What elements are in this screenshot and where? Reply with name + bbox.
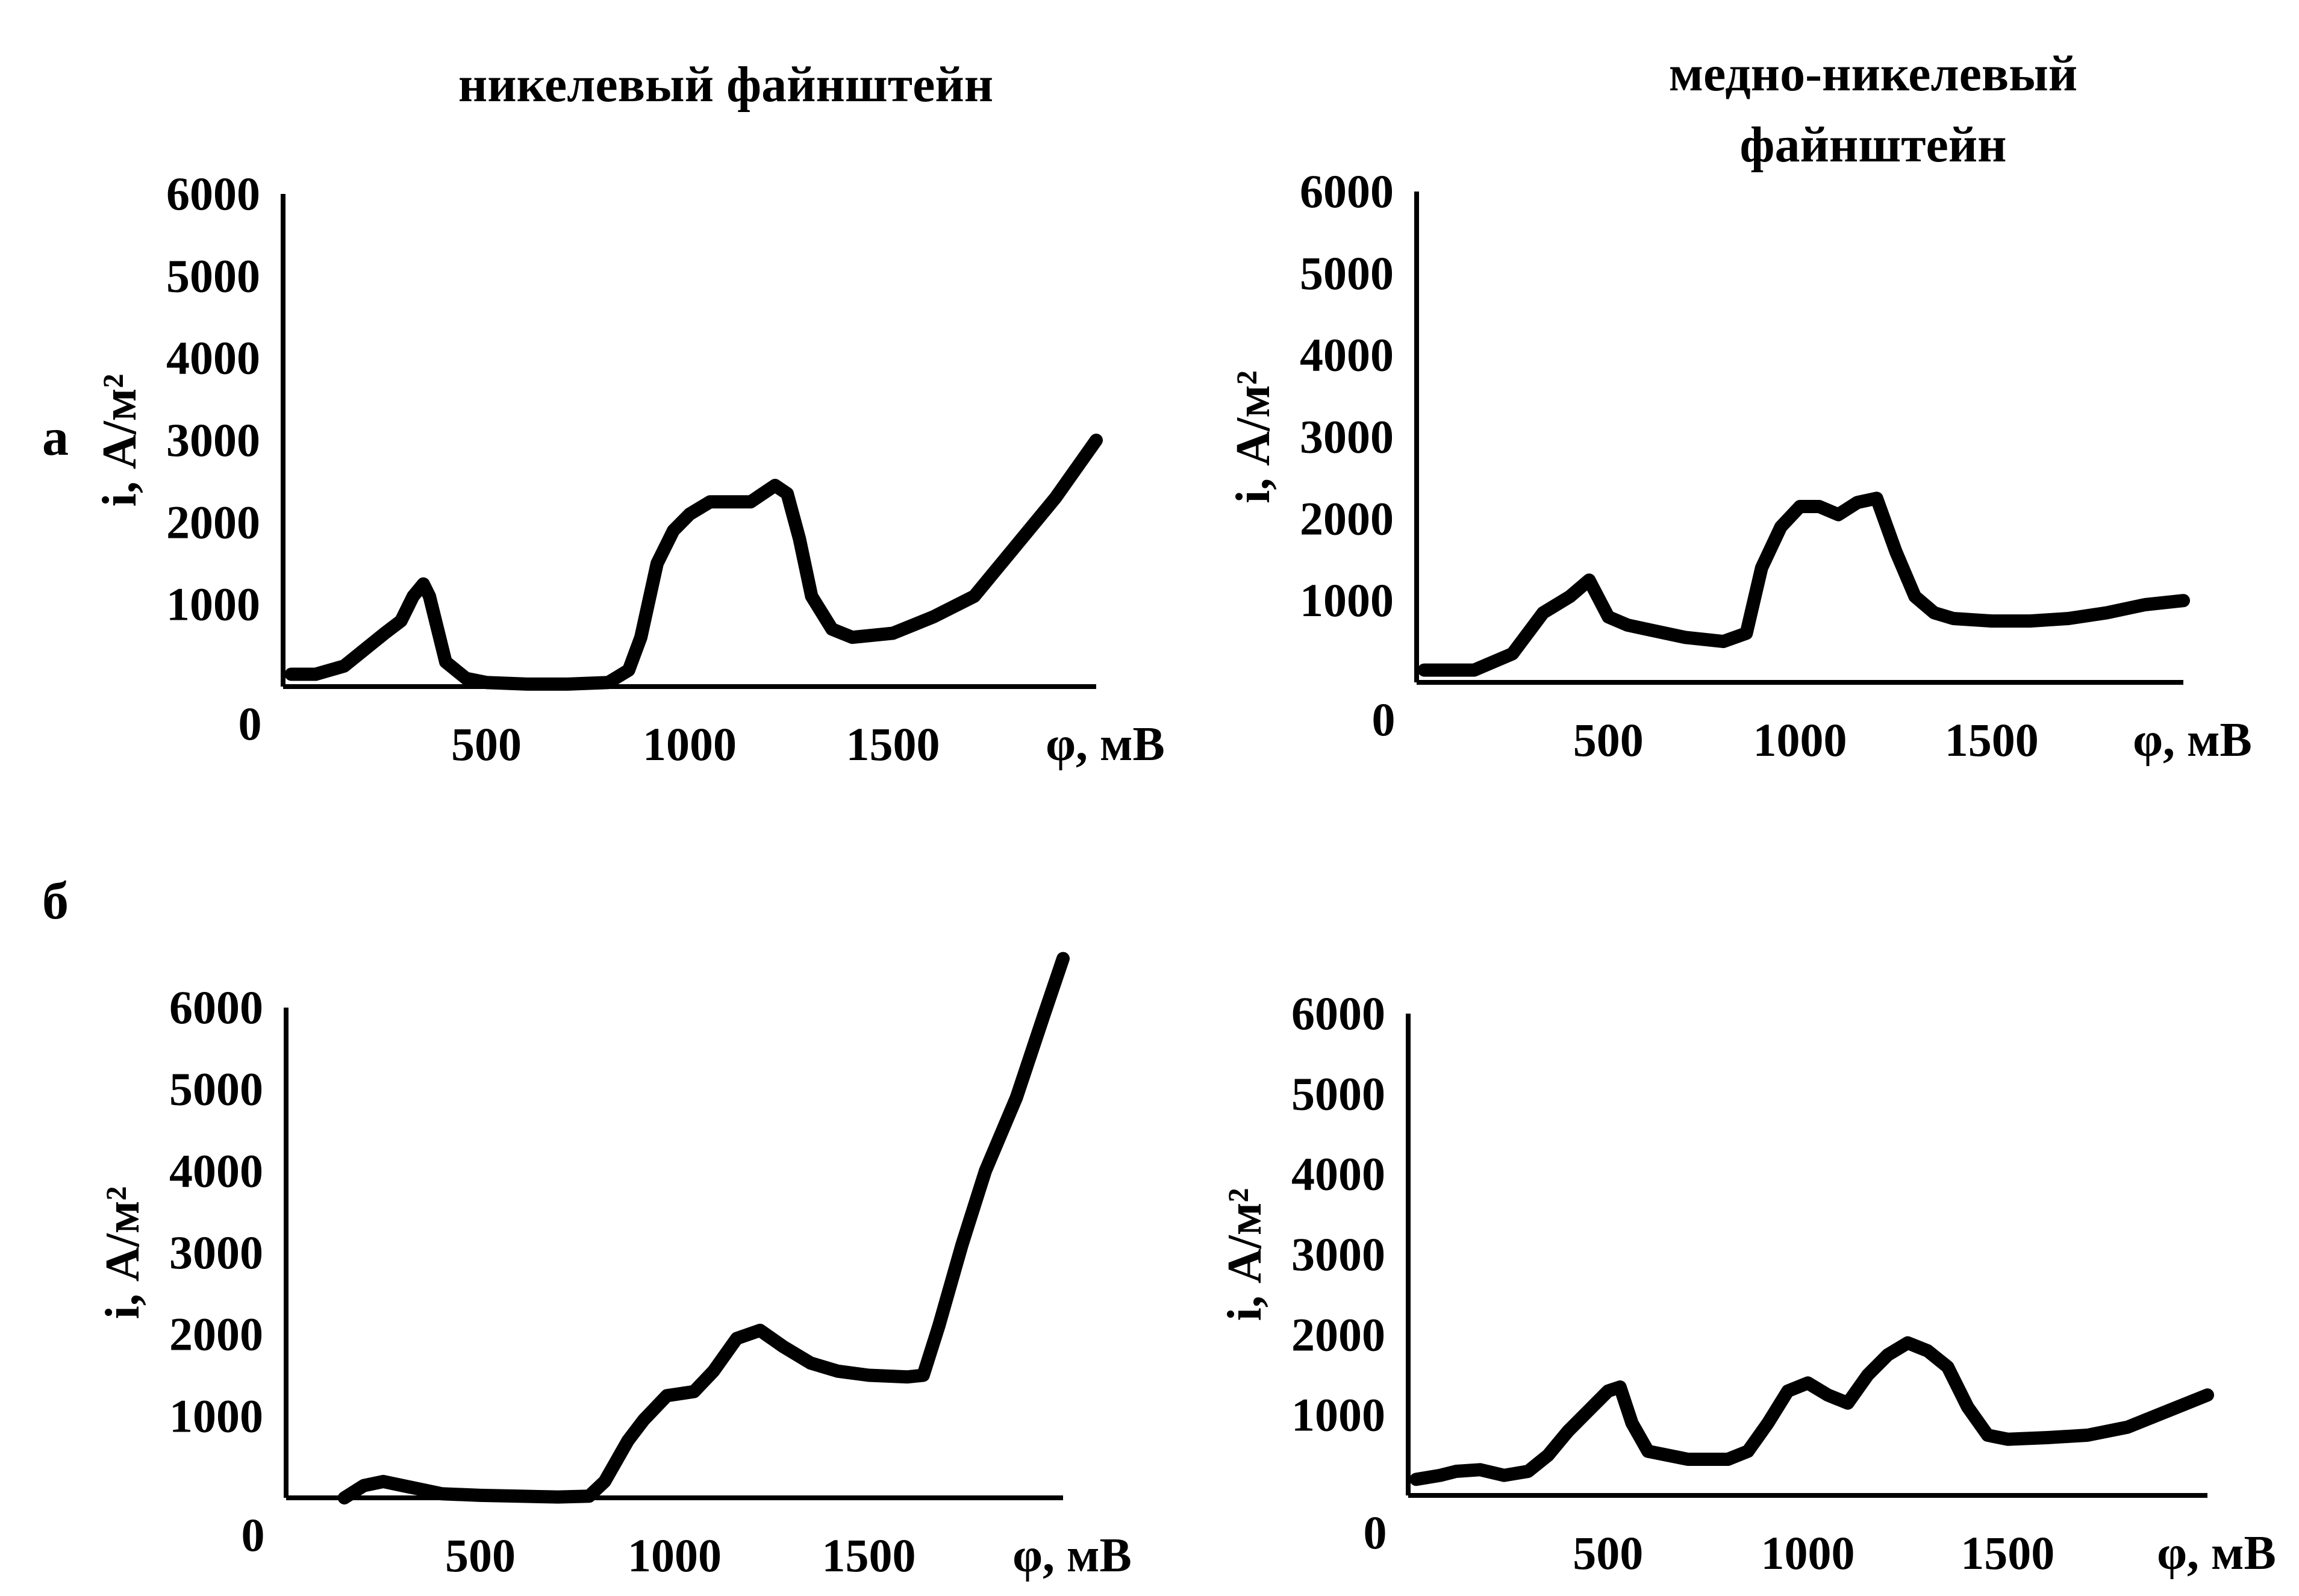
y-tick-label: 4000 (1300, 329, 1394, 381)
y-tick-label: 3000 (1300, 411, 1394, 463)
y-tick-label: 2000 (1291, 1308, 1385, 1361)
x-tick-label: 1500 (1945, 714, 2039, 766)
x-axis-label: φ, мВ (1046, 718, 1165, 771)
y-tick-label: 1000 (1300, 574, 1394, 626)
y-tick-label: 1000 (1291, 1389, 1385, 1441)
y-tick-label: 4000 (1291, 1148, 1385, 1200)
origin-label: 0 (242, 1509, 265, 1561)
y-tick-label: 5000 (1291, 1067, 1385, 1120)
y-axis-label: i, А/м² (93, 374, 146, 507)
y-tick-label: 2000 (1300, 492, 1394, 544)
y-axis-label: i, А/м² (96, 1186, 149, 1320)
x-tick-label: 1000 (1761, 1527, 1855, 1579)
row-label-a: а (42, 408, 69, 467)
x-axis-label: φ, мВ (2133, 714, 2252, 767)
y-tick-label: 5000 (169, 1063, 263, 1115)
series-line (337, 952, 1070, 1504)
x-tick-label: 500 (445, 1529, 516, 1582)
series-line (284, 434, 1103, 691)
heading-right-line1: медно-никелевый (1669, 46, 2077, 102)
x-tick-label: 500 (451, 718, 522, 770)
x-tick-label: 1500 (822, 1529, 916, 1582)
x-tick-label: 500 (1573, 1527, 1643, 1579)
y-axis-label: i, А/м² (1218, 1188, 1271, 1321)
y-tick-label: 3000 (1291, 1228, 1385, 1280)
row-label-b: б (42, 872, 69, 930)
origin-label: 0 (1364, 1506, 1387, 1559)
x-axis-label: φ, мВ (2157, 1527, 2276, 1580)
x-axis-label: φ, мВ (1012, 1529, 1132, 1582)
heading-left: никелевый файнштейн (458, 57, 993, 113)
chart-2: 1000 2000 3000 4000 5000 6000 500 1000 1500 0 φ, м… (1227, 165, 2252, 767)
x-tick-label: 1000 (1753, 714, 1847, 766)
y-tick-label: 2000 (166, 496, 260, 548)
y-axis-label: i, А/м² (1227, 370, 1280, 503)
x-tick-label: 1000 (628, 1529, 722, 1582)
x-tick-label: 1500 (846, 718, 940, 770)
y-tick-label: 6000 (1291, 987, 1385, 1040)
y-tick-label: 2000 (169, 1308, 263, 1361)
y-tick-label: 1000 (166, 578, 260, 631)
y-tick-label: 5000 (166, 249, 260, 302)
y-tick-label: 3000 (169, 1226, 263, 1279)
series-line (1409, 1336, 2214, 1486)
y-tick-label: 6000 (1300, 165, 1394, 217)
x-tick-label: 1000 (643, 718, 737, 770)
y-tick-label: 3000 (166, 414, 260, 466)
heading-right-line2: файнштейн (1739, 117, 2006, 173)
origin-label: 0 (239, 697, 262, 750)
chart-4: 1000 2000 3000 4000 5000 6000 500 1000 1500 0 φ, м… (1218, 987, 2276, 1580)
y-tick-label: 4000 (169, 1144, 263, 1197)
chart-3: 1000 2000 3000 4000 5000 6000 500 1000 1500 0 φ, м… (96, 952, 1132, 1582)
y-tick-label: 1000 (169, 1389, 263, 1442)
y-tick-label: 4000 (166, 332, 260, 384)
chart-1: 1000 2000 3000 4000 5000 6000 500 1000 1500 0 φ, м… (93, 167, 1165, 771)
y-tick-label: 5000 (1300, 247, 1394, 299)
series-line (1417, 491, 2190, 677)
x-tick-label: 1500 (1961, 1527, 2054, 1579)
origin-label: 0 (1372, 693, 1396, 746)
x-tick-label: 500 (1573, 714, 1644, 766)
y-tick-label: 6000 (169, 981, 263, 1033)
y-tick-label: 6000 (166, 167, 260, 220)
